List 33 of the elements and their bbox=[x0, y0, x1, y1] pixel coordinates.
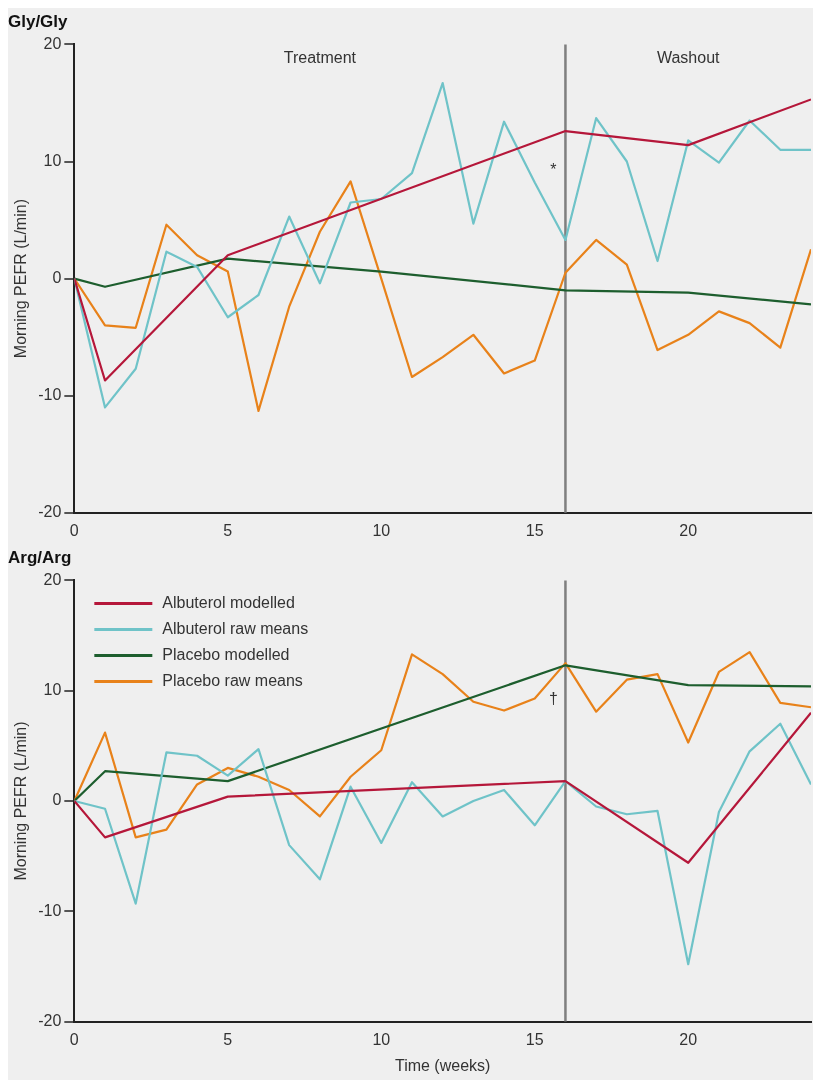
y-tick-label: 10 bbox=[43, 681, 62, 699]
annotation: † bbox=[548, 689, 558, 707]
annotation: * bbox=[550, 161, 557, 179]
y-axis-title: Morning PEFR (L/min) bbox=[12, 721, 30, 881]
legend-label: Placebo modelled bbox=[162, 645, 290, 663]
y-tick-label: 10 bbox=[43, 151, 62, 169]
x-tick-label: 15 bbox=[525, 521, 544, 539]
x-tick-label: 10 bbox=[372, 521, 391, 539]
x-tick-label: 15 bbox=[525, 1030, 544, 1048]
x-axis-title: Time (weeks) bbox=[394, 1056, 491, 1074]
y-tick-label: -10 bbox=[38, 386, 62, 404]
y-tick-label: 20 bbox=[43, 34, 62, 52]
y-axis-title: Morning PEFR (L/min) bbox=[12, 199, 30, 359]
y-tick-label: 0 bbox=[52, 269, 62, 287]
y-tick-label: -20 bbox=[38, 503, 62, 521]
chart-title: Arg/Arg bbox=[8, 547, 72, 567]
y-tick-label: 0 bbox=[52, 791, 62, 809]
x-tick-label: 5 bbox=[223, 521, 233, 539]
annotation: Washout bbox=[656, 48, 721, 66]
legend-label: Placebo raw means bbox=[162, 671, 303, 689]
legend-label: Albuterol raw means bbox=[162, 619, 309, 637]
chart-title: Gly/Gly bbox=[8, 11, 69, 31]
x-tick-label: 0 bbox=[69, 521, 79, 539]
y-tick-label: -10 bbox=[38, 901, 62, 919]
x-tick-label: 20 bbox=[679, 1030, 698, 1048]
x-tick-label: 20 bbox=[679, 521, 698, 539]
x-tick-label: 10 bbox=[372, 1030, 391, 1048]
annotation: Treatment bbox=[283, 48, 357, 66]
x-tick-label: 5 bbox=[223, 1030, 233, 1048]
legend-label: Albuterol modelled bbox=[162, 593, 295, 611]
y-tick-label: -20 bbox=[38, 1012, 62, 1030]
x-tick-label: 0 bbox=[69, 1030, 79, 1048]
y-tick-label: 20 bbox=[43, 570, 62, 588]
